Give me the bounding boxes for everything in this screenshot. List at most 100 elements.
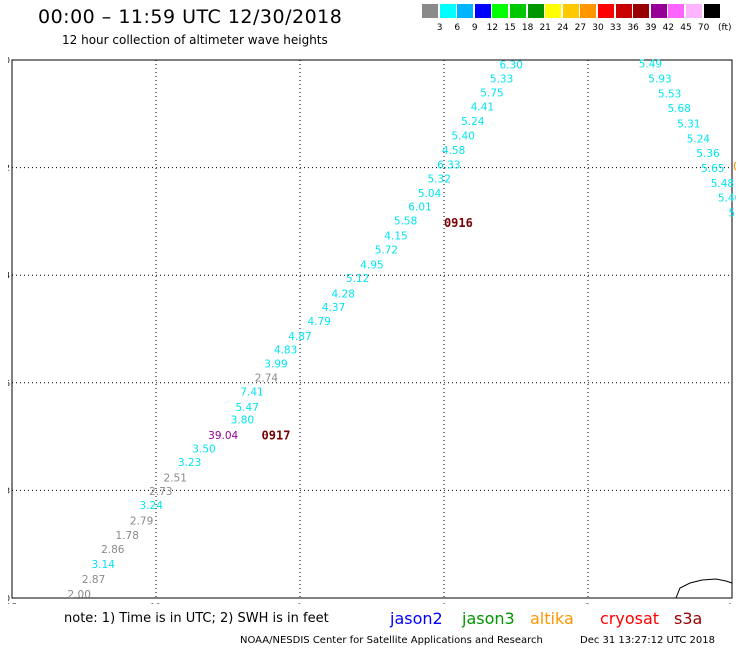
swh-value-label: 2.79 xyxy=(130,515,153,527)
longitude-tick-label: -15 xyxy=(8,603,17,604)
swh-value-label: 4.41 xyxy=(471,102,494,114)
swh-value-label: 2.51 xyxy=(164,472,187,484)
legend-item-jason2: jason2 xyxy=(390,609,443,628)
legend-item-s3a: s3a xyxy=(674,609,703,628)
color-scale-label: 45 xyxy=(680,23,692,33)
swh-value-label: 3.50 xyxy=(192,444,215,456)
latitude-tick-label: -62 xyxy=(8,164,10,173)
color-scale-swatch xyxy=(598,4,614,18)
swh-value-label: 2.73 xyxy=(149,486,172,498)
longitude-tick-label: -6 xyxy=(438,603,447,604)
swh-value-label: 6.33 xyxy=(437,160,460,172)
pass-time-label: 0916 xyxy=(444,216,473,230)
color-scale-unit: (ft) xyxy=(718,23,732,33)
swh-value-label: 4.37 xyxy=(322,302,345,314)
color-scale-swatch xyxy=(686,4,702,18)
longitude-tick-label: -9 xyxy=(294,603,303,604)
color-scale-label: 24 xyxy=(557,23,569,33)
swh-value-label: 3.23 xyxy=(178,457,201,469)
swh-value-label: 3.99 xyxy=(264,359,287,371)
swh-value-label: 7.41 xyxy=(240,387,263,399)
longitude-tick-label: -12 xyxy=(147,603,162,604)
legend-item-altika: altika xyxy=(530,609,574,628)
color-scale-swatch xyxy=(422,4,438,18)
color-scale-label: 39 xyxy=(645,23,657,33)
latitude-tick-label: -70 xyxy=(8,594,10,603)
edge-value-label: 0 xyxy=(733,159,736,173)
color-scale-swatch xyxy=(615,4,632,18)
color-scale-swatch xyxy=(703,4,720,18)
footer-credit: NOAA/NESDIS Center for Satellite Applica… xyxy=(240,635,543,646)
swh-value-label: 5.58 xyxy=(394,216,417,228)
swh-value-label: 5.24 xyxy=(461,116,485,128)
color-scale-label: 18 xyxy=(521,23,534,33)
swh-value-label: 5.48 xyxy=(711,178,734,190)
color-scale-swatch xyxy=(580,4,597,18)
color-scale-label: 27 xyxy=(574,23,587,33)
color-scale-swatch xyxy=(474,4,491,18)
latitude-tick-label: -66 xyxy=(8,379,10,388)
swh-value-label: 5.33 xyxy=(490,74,513,86)
color-scale-label: 70 xyxy=(697,23,710,33)
color-scale-label: 12 xyxy=(486,23,499,33)
color-scale-label: 3 xyxy=(436,23,443,33)
swh-value-label: 5.40 xyxy=(718,192,736,204)
swh-value-label: 5.47 xyxy=(236,402,259,414)
latitude-tick-label: -64 xyxy=(8,271,10,280)
color-scale-label: 21 xyxy=(539,23,551,33)
color-scale-swatch xyxy=(562,4,579,18)
swh-value-label: 2.87 xyxy=(82,574,105,586)
swh-value-label: 5.36 xyxy=(696,148,720,160)
swh-value-label: 5.40 xyxy=(452,131,475,143)
color-scale-label: 15 xyxy=(504,23,516,33)
color-scale-swatch xyxy=(439,4,456,18)
swh-value-label: 5.32 xyxy=(428,174,451,186)
color-scale-swatch xyxy=(457,4,474,18)
swh-value-label: 3.80 xyxy=(231,415,254,427)
antarctic-coastline xyxy=(675,578,733,599)
pass-time-label: 0917 xyxy=(262,428,291,442)
swh-value-label: 3.14 xyxy=(92,559,116,571)
swh-value-label: 2.74 xyxy=(255,373,279,385)
swh-value-label: 4.83 xyxy=(274,345,297,357)
swh-value-label: 4.95 xyxy=(360,260,383,272)
color-scale-label: 9 xyxy=(471,23,478,33)
footer-note: note: 1) Time is in UTC; 2) SWH is in fe… xyxy=(64,611,329,626)
swh-value-label: 5.24 xyxy=(687,133,711,145)
swh-value-label: 5.65 xyxy=(701,163,724,175)
swh-value-label: 1.78 xyxy=(116,530,139,542)
swh-value-label: 5.49 xyxy=(639,59,662,71)
color-scale-label: 6 xyxy=(454,23,461,33)
color-scale-swatch xyxy=(668,4,685,18)
color-scale-swatch xyxy=(633,4,650,18)
swh-value-label: 39.04 xyxy=(208,430,238,442)
longitude-tick-label: 0 xyxy=(727,603,733,604)
swh-value-label: 5.5 xyxy=(728,208,736,220)
swh-value-label: 5.53 xyxy=(658,89,681,101)
wave-height-map: -15 -12 -9 -6 -3 0 -60 -62 -64 -66 -68 -70 2.00 2.87 3… xyxy=(8,56,736,604)
longitude-tick-label: -3 xyxy=(582,603,591,604)
swh-value-label: 3.24 xyxy=(140,500,164,512)
swh-value-label: 5.93 xyxy=(648,74,671,86)
swh-value-label: 6.01 xyxy=(408,202,431,214)
swh-value-label: 4.79 xyxy=(308,316,331,328)
swh-value-label: 5.12 xyxy=(346,273,369,285)
swh-value-label: 5.75 xyxy=(480,88,503,100)
color-scale-label: 30 xyxy=(592,23,604,33)
map-title: 00:00 – 11:59 UTC 12/30/2018 xyxy=(38,6,343,28)
swh-value-label: 5.31 xyxy=(677,118,700,130)
map-frame xyxy=(11,59,733,599)
swh-value-label: 2.00 xyxy=(68,589,91,601)
swh-value-label: 4.87 xyxy=(288,331,311,343)
legend-item-cryosat: cryosat xyxy=(600,609,660,628)
footer-timestamp: Dec 31 13:27:12 UTC 2018 xyxy=(580,635,715,646)
swh-value-label: 4.15 xyxy=(384,231,407,243)
swh-value-label: 5.68 xyxy=(668,103,691,115)
color-scale-swatch xyxy=(527,4,544,18)
color-scale-label: 33 xyxy=(609,23,622,33)
color-scale-swatch xyxy=(492,4,509,18)
latitude-tick-label: -60 xyxy=(8,56,10,65)
swh-value-label: 5.72 xyxy=(375,245,398,257)
color-scale-label: 42 xyxy=(662,23,675,33)
color-scale-swatch xyxy=(510,4,526,18)
